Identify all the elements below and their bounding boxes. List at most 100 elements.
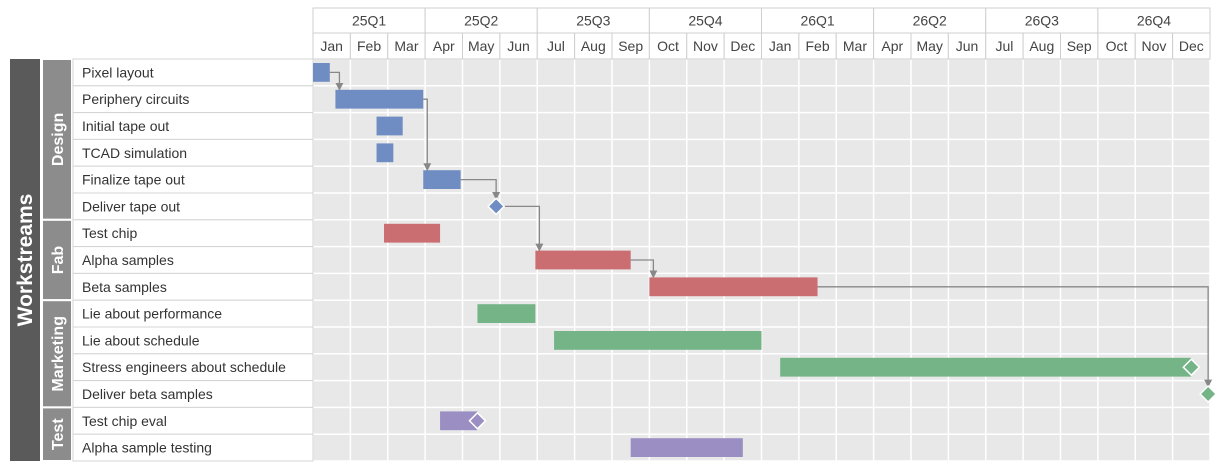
month-label: Apr — [433, 38, 455, 54]
quarter-cell — [648, 7, 762, 34]
milestone-diamond — [487, 197, 506, 216]
task-label: Stress engineers about schedule — [82, 359, 286, 375]
task-bar — [440, 411, 478, 431]
task-label: Lie about schedule — [82, 332, 200, 348]
task-label-cell — [72, 406, 314, 435]
task-bar — [649, 277, 818, 297]
month-label: Feb — [357, 38, 381, 54]
month-label: Jun — [507, 38, 530, 54]
month-label: Nov — [1141, 38, 1166, 54]
quarter-label: 26Q4 — [1137, 13, 1171, 29]
month-cell — [910, 32, 949, 60]
month-cell — [424, 32, 463, 60]
task-label-cell — [72, 58, 314, 87]
dependency-arrow — [817, 286, 1213, 388]
task-label: Alpha sample testing — [82, 440, 212, 456]
task-label: Deliver beta samples — [82, 386, 213, 402]
dependency-arrow — [329, 71, 344, 91]
task-label-cell — [72, 192, 314, 221]
task-bar — [384, 223, 441, 243]
task-label-cell — [72, 112, 314, 140]
month-label: Mar — [843, 38, 867, 54]
month-label: Aug — [1029, 38, 1054, 54]
task-label-cell — [72, 246, 314, 274]
quarter-cell — [873, 7, 987, 34]
task-bar — [313, 63, 330, 82]
task-label: Pixel layout — [82, 64, 154, 80]
task-label-cell — [72, 299, 314, 328]
task-label-cell — [72, 85, 314, 114]
month-cell — [611, 32, 650, 60]
month-label: Jun — [956, 38, 979, 54]
month-label: Sep — [1067, 38, 1092, 54]
month-cell — [686, 32, 725, 60]
dependency-arrow — [423, 98, 432, 172]
root-block — [10, 59, 40, 461]
task-label: Deliver tape out — [82, 198, 180, 214]
task-label: Test chip eval — [82, 413, 167, 429]
task-label-cell — [72, 353, 314, 382]
month-label: Jan — [769, 38, 792, 54]
task-bar — [554, 331, 762, 350]
task-bars — [313, 63, 1192, 457]
month-cell — [499, 32, 538, 60]
month-label: Jul — [547, 38, 565, 54]
task-label-cell — [72, 380, 314, 408]
quarter-label: 25Q3 — [576, 13, 610, 29]
task-label: Finalize tape out — [82, 172, 185, 188]
month-cell — [947, 32, 987, 60]
month-cell — [387, 32, 426, 60]
group-block — [41, 218, 73, 302]
month-label: Feb — [806, 38, 830, 54]
task-label: Test chip — [82, 225, 137, 241]
quarter-label: 25Q4 — [688, 13, 722, 29]
milestone-diamond — [468, 411, 487, 430]
dependency-arrow — [630, 259, 658, 279]
root-label: Workstreams — [14, 194, 37, 327]
task-bar — [630, 438, 743, 457]
month-cell — [835, 32, 875, 60]
task-label: Beta samples — [82, 279, 167, 295]
task-label: Initial tape out — [82, 118, 169, 134]
task-label: Lie about performance — [82, 306, 222, 322]
month-label: Oct — [657, 38, 679, 54]
quarter-cell — [1097, 7, 1211, 34]
month-cell — [536, 32, 576, 60]
month-cell — [985, 32, 1024, 60]
group-label: Marketing — [50, 316, 67, 392]
quarter-label: 26Q3 — [1025, 13, 1059, 29]
month-label: Dec — [730, 38, 755, 54]
group-label: Fab — [50, 246, 67, 275]
month-cell — [1060, 32, 1099, 60]
month-label: Jul — [995, 38, 1013, 54]
quarter-label: 26Q2 — [913, 13, 947, 29]
month-label: Sep — [618, 38, 643, 54]
time-axis-header: 25Q1 25Q2 25Q3 25Q4 26Q1 26Q2 26Q3 26Q4 Jan Feb Ma… — [312, 7, 1211, 60]
quarter-label: 25Q1 — [352, 13, 386, 29]
milestone-diamond — [1182, 358, 1201, 377]
dependency-arrows — [329, 71, 1213, 388]
month-cell — [312, 32, 351, 60]
month-label: May — [916, 38, 942, 54]
dependency-arrow — [460, 178, 501, 200]
task-label: Alpha samples — [82, 252, 174, 268]
milestones — [468, 197, 1218, 430]
group-label: Design — [50, 113, 67, 166]
month-cell — [349, 32, 389, 60]
month-label: May — [468, 38, 494, 54]
dependency-arrow — [504, 205, 544, 252]
task-label-cell — [72, 272, 314, 301]
task-label: TCAD simulation — [82, 145, 187, 161]
task-label-cell — [72, 138, 314, 167]
task-bar — [780, 357, 1192, 377]
quarter-cell — [985, 7, 1099, 34]
month-label: Nov — [693, 38, 718, 54]
group-label: Test — [50, 418, 67, 450]
month-cell — [574, 32, 613, 60]
group-block — [41, 299, 73, 409]
month-label: Dec — [1179, 38, 1204, 54]
task-label-cell — [72, 219, 314, 248]
quarter-cell — [424, 7, 538, 34]
month-cell — [723, 32, 762, 60]
